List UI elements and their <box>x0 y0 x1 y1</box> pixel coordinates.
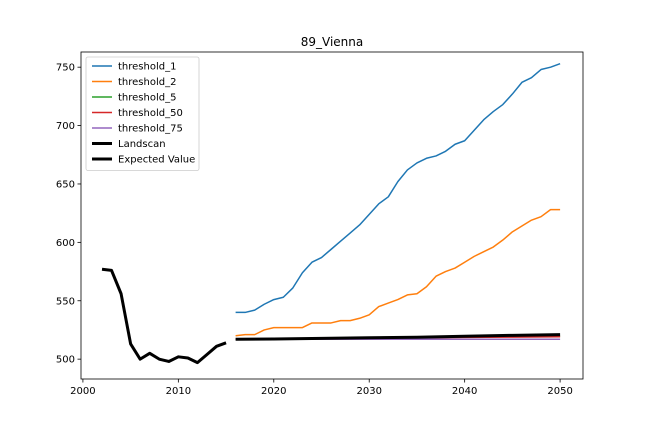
x-tick-label: 2010 <box>166 386 191 397</box>
y-axis: 500 550 600 650 700 750 <box>56 63 81 366</box>
y-tick-label: 700 <box>56 121 75 132</box>
legend-label: threshold_5 <box>118 93 176 104</box>
x-tick-label: 2000 <box>70 386 95 397</box>
series-line-threshold-1 <box>235 62 561 314</box>
y-tick-label: 600 <box>56 238 75 249</box>
plot-frame <box>80 51 584 380</box>
legend-label: Landscan <box>118 139 166 150</box>
series-line-landscan <box>101 267 227 365</box>
legend-label: threshold_1 <box>118 62 176 73</box>
y-tick-label: 750 <box>56 63 75 74</box>
chart-title: 89_Vienna <box>301 35 364 49</box>
y-tick-label: 500 <box>56 355 75 366</box>
y-tick-label: 650 <box>56 179 75 190</box>
plot-lines <box>101 62 561 365</box>
legend: threshold_1 threshold_2 threshold_5thresho… <box>85 56 200 171</box>
series-line-threshold-2 <box>235 208 561 337</box>
x-axis: 2000 2010 2020 2030 2040 2050 <box>70 379 573 397</box>
x-tick-label: 2020 <box>261 386 286 397</box>
y-tick-label: 550 <box>56 296 75 307</box>
legend-label: threshold_75 <box>118 124 183 135</box>
legend-box <box>85 56 200 171</box>
legend-label: threshold_50 <box>118 108 183 119</box>
series-line-expected-value <box>235 333 561 341</box>
x-tick-label: 2050 <box>547 386 572 397</box>
x-tick-label: 2040 <box>452 386 477 397</box>
legend-label: threshold_2 <box>118 77 176 88</box>
legend-label: Expected Value <box>118 155 195 166</box>
x-tick-label: 2030 <box>356 386 381 397</box>
